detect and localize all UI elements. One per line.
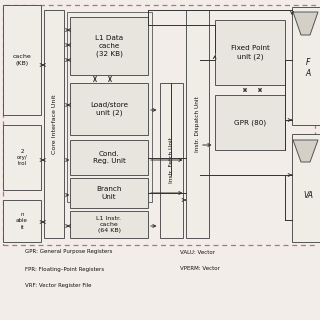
Bar: [70, 83, 148, 135]
Text: Cond.
Reg. Unit: Cond. Reg. Unit: [92, 151, 125, 164]
Text: L1 Instr.
cache
(64 KB): L1 Instr. cache (64 KB): [97, 216, 122, 233]
Bar: [186, 10, 209, 238]
Text: cache
(KB): cache (KB): [12, 54, 31, 66]
Bar: [3, 200, 41, 242]
Text: Load/store
unit (2): Load/store unit (2): [90, 102, 128, 116]
Text: VALU: Vector: VALU: Vector: [180, 250, 215, 254]
Bar: [292, 134, 320, 242]
Bar: [292, 7, 320, 125]
Text: Instr. Dispatch Unit: Instr. Dispatch Unit: [195, 96, 200, 152]
Text: L1 Data
cache
(32 KB): L1 Data cache (32 KB): [95, 35, 123, 57]
Bar: [70, 178, 148, 208]
Text: n
able
it: n able it: [16, 212, 28, 230]
Polygon shape: [293, 12, 318, 35]
Text: VRF: Vector Register File: VRF: Vector Register File: [25, 284, 92, 289]
Bar: [70, 17, 148, 75]
Bar: [3, 125, 41, 190]
Bar: [3, 5, 315, 245]
Text: VPERM: Vector: VPERM: Vector: [180, 267, 220, 271]
Text: VA: VA: [303, 190, 313, 199]
Bar: [3, 5, 41, 115]
Text: GPR (80): GPR (80): [234, 119, 266, 126]
Polygon shape: [293, 140, 318, 162]
Text: Instr. Fetch Unit: Instr. Fetch Unit: [169, 138, 174, 183]
Bar: [70, 211, 148, 238]
Text: Core Interface Unit: Core Interface Unit: [52, 94, 57, 154]
Text: FPR: Floating–Point Registers: FPR: Floating–Point Registers: [25, 267, 104, 271]
Bar: [215, 20, 285, 85]
Bar: [44, 10, 64, 238]
Bar: [160, 83, 183, 238]
Bar: [70, 140, 148, 175]
Text: Branch
Unit: Branch Unit: [96, 186, 122, 200]
Bar: [67, 12, 152, 202]
Text: F
A: F A: [305, 58, 311, 78]
Text: Fixed Point
unit (2): Fixed Point unit (2): [231, 45, 269, 60]
Text: GPR: General Purpose Registers: GPR: General Purpose Registers: [25, 250, 112, 254]
Text: 2
ory/
trol: 2 ory/ trol: [17, 149, 28, 166]
Bar: [215, 95, 285, 150]
